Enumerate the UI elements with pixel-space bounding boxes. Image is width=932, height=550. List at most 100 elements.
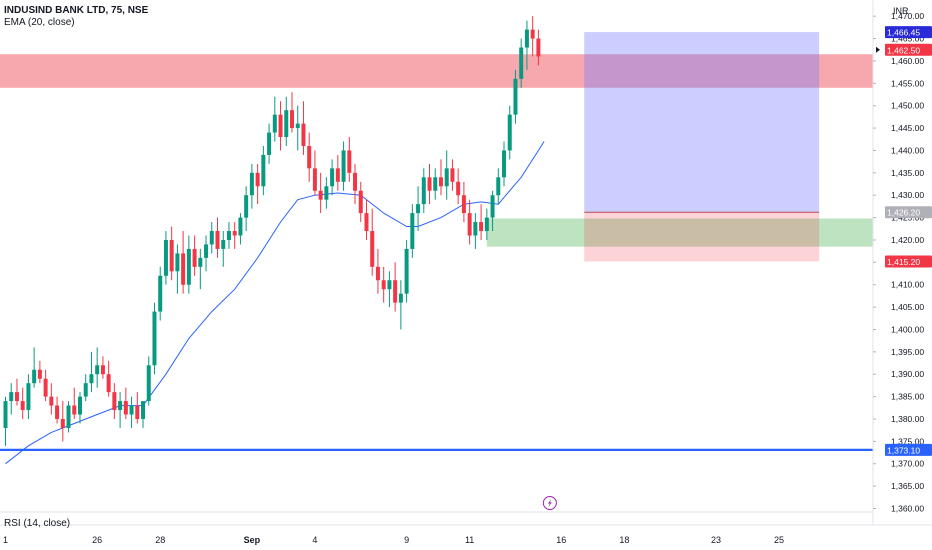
candle-down[interactable] xyxy=(450,159,455,191)
candle-up[interactable] xyxy=(524,20,529,70)
candle-down[interactable] xyxy=(290,92,294,133)
candle-down[interactable] xyxy=(232,222,237,249)
candle-down[interactable] xyxy=(530,16,535,57)
candle-up[interactable] xyxy=(519,38,524,88)
candle-up[interactable] xyxy=(484,208,489,240)
candle-down[interactable] xyxy=(456,168,461,205)
symbol-title[interactable]: INDUSIND BANK LTD, 75, NSE xyxy=(4,5,149,16)
candle-down[interactable] xyxy=(461,181,466,223)
candle-down[interactable] xyxy=(14,378,19,406)
candle-up[interactable] xyxy=(410,204,415,258)
candle-down[interactable] xyxy=(123,387,128,419)
candle-up[interactable] xyxy=(507,105,512,160)
candle-up[interactable] xyxy=(3,396,8,446)
candle-up[interactable] xyxy=(421,168,426,214)
candle-up[interactable] xyxy=(95,347,100,388)
candle-down[interactable] xyxy=(100,356,105,379)
candle-up[interactable] xyxy=(284,96,289,146)
candle-up[interactable] xyxy=(433,168,438,200)
candle-down[interactable] xyxy=(55,396,60,424)
time-axis[interactable]: 1 26 28 Sep 4 9 11 16 18 23 25 xyxy=(0,524,932,545)
candle-down[interactable] xyxy=(381,266,386,303)
candle-down[interactable] xyxy=(393,262,398,312)
candle-up[interactable] xyxy=(330,159,335,196)
candle-down[interactable] xyxy=(192,235,197,276)
candle-down[interactable] xyxy=(318,172,323,214)
candle-up[interactable] xyxy=(146,356,151,406)
candle-up[interactable] xyxy=(66,401,71,433)
candle-up[interactable] xyxy=(261,145,266,196)
candle-up[interactable] xyxy=(198,248,203,290)
candle-down[interactable] xyxy=(301,101,306,155)
candles[interactable] xyxy=(3,16,541,446)
candle-down[interactable] xyxy=(20,387,25,419)
candle-up[interactable] xyxy=(89,351,94,393)
candle-up[interactable] xyxy=(77,392,82,424)
candle-down[interactable] xyxy=(479,204,484,240)
candle-up[interactable] xyxy=(26,374,31,419)
candle-up[interactable] xyxy=(341,141,346,191)
candle-up[interactable] xyxy=(387,271,392,308)
candle-down[interactable] xyxy=(364,199,369,240)
candle-up[interactable] xyxy=(490,190,495,232)
candle-up[interactable] xyxy=(129,396,134,428)
candle-up[interactable] xyxy=(186,235,191,294)
candle-down[interactable] xyxy=(353,163,358,205)
candle-up[interactable] xyxy=(267,123,272,164)
candle-down[interactable] xyxy=(37,360,42,384)
candle-down[interactable] xyxy=(347,137,352,182)
candle-down[interactable] xyxy=(49,383,54,415)
candle-down[interactable] xyxy=(112,383,117,419)
candle-up[interactable] xyxy=(152,302,157,375)
candle-down[interactable] xyxy=(312,150,317,196)
candle-down[interactable] xyxy=(106,360,111,397)
candle-up[interactable] xyxy=(175,244,180,294)
candle-up[interactable] xyxy=(221,231,226,267)
candle-up[interactable] xyxy=(141,401,146,428)
candle-up[interactable] xyxy=(238,213,243,245)
candle-up[interactable] xyxy=(158,266,163,321)
candle-up[interactable] xyxy=(226,222,231,249)
candle-down[interactable] xyxy=(135,392,140,424)
ema-indicator-label[interactable]: EMA (20, close) xyxy=(4,17,75,28)
price-axis[interactable]: 1,470.00 1,465.00 1,460.00 1,455.00 1,450.00… xyxy=(872,0,932,550)
candle-up[interactable] xyxy=(513,69,518,124)
candle-up[interactable] xyxy=(163,231,168,285)
candle-up[interactable] xyxy=(32,347,37,388)
candle-up[interactable] xyxy=(118,392,123,428)
candle-up[interactable] xyxy=(209,222,214,254)
candle-down[interactable] xyxy=(215,217,220,258)
candle-down[interactable] xyxy=(43,369,48,402)
candle-up[interactable] xyxy=(473,213,478,249)
candle-down[interactable] xyxy=(255,163,260,205)
candle-up[interactable] xyxy=(324,177,329,209)
rsi-indicator-label[interactable]: RSI (14, close) xyxy=(4,518,71,529)
candle-up[interactable] xyxy=(404,239,409,303)
candle-up[interactable] xyxy=(444,150,449,200)
candle-up[interactable] xyxy=(272,96,277,142)
candle-up[interactable] xyxy=(295,105,300,151)
candle-up[interactable] xyxy=(496,168,501,205)
candle-up[interactable] xyxy=(416,186,421,232)
candle-down[interactable] xyxy=(278,101,283,151)
candle-down[interactable] xyxy=(307,132,312,182)
candle-up[interactable] xyxy=(9,383,14,415)
candle-down[interactable] xyxy=(181,231,186,294)
candle-down[interactable] xyxy=(72,387,77,419)
candle-down[interactable] xyxy=(467,199,472,245)
candle-down[interactable] xyxy=(438,159,443,196)
candle-up[interactable] xyxy=(502,141,507,187)
candle-down[interactable] xyxy=(536,29,541,66)
candle-down[interactable] xyxy=(427,163,432,205)
candle-down[interactable] xyxy=(375,248,380,294)
candle-up[interactable] xyxy=(244,186,249,232)
candle-up[interactable] xyxy=(204,235,209,272)
candle-up[interactable] xyxy=(249,163,254,209)
candle-down[interactable] xyxy=(358,181,363,223)
candle-down[interactable] xyxy=(335,154,340,191)
candle-down[interactable] xyxy=(169,226,174,281)
candle-down[interactable] xyxy=(370,208,375,276)
candle-up[interactable] xyxy=(83,374,88,402)
candle-up[interactable] xyxy=(398,280,403,330)
